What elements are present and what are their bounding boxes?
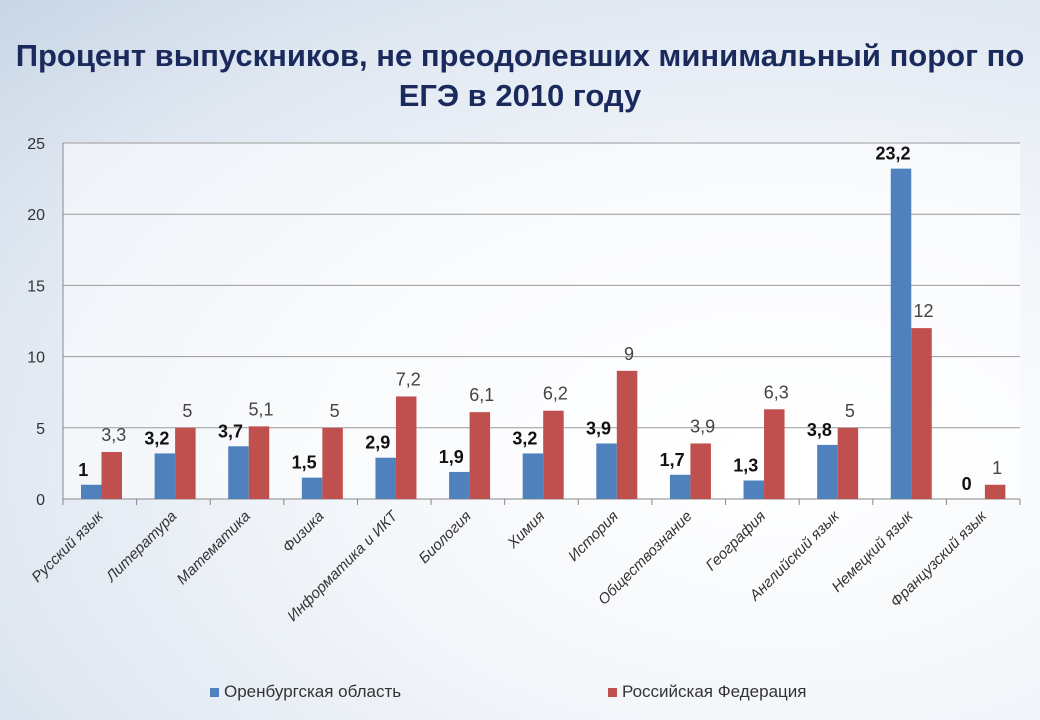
y-tick-label: 15: [27, 278, 45, 295]
legend-label: Оренбургская область: [224, 682, 402, 701]
bar-russia: [543, 410, 564, 499]
data-label-orenburg: 1,9: [439, 447, 464, 467]
data-label-orenburg: 3,7: [218, 421, 243, 441]
data-label-russia: 5,1: [248, 399, 273, 419]
data-label-russia: 5: [182, 401, 192, 421]
data-label-orenburg: 3,2: [512, 428, 537, 448]
bar-orenburg: [228, 446, 249, 499]
y-tick-label: 20: [27, 207, 45, 224]
bar-orenburg: [449, 471, 470, 499]
bar-orenburg: [596, 443, 617, 499]
legend-swatch-blue: [210, 687, 219, 697]
data-label-russia: 5: [845, 401, 855, 421]
data-label-orenburg: 3,2: [144, 428, 169, 448]
data-label-russia: 12: [914, 301, 934, 321]
data-label-russia: 7,2: [396, 369, 421, 389]
bar-russia: [101, 452, 122, 499]
bar-russia: [248, 426, 270, 499]
data-label-russia: 3,3: [101, 425, 126, 445]
data-label-orenburg: 3,8: [807, 420, 832, 440]
bar-russia: [911, 328, 932, 499]
legend-swatch-red: [608, 687, 617, 697]
legend-label: Российская Федерация: [622, 682, 807, 701]
x-tick-label: География: [703, 508, 770, 575]
y-tick-label: 10: [27, 350, 45, 367]
data-label-russia: 6,3: [764, 382, 789, 402]
data-label-orenburg: 0: [962, 474, 972, 494]
data-label-russia: 6,2: [543, 384, 568, 404]
x-tick-label: История: [565, 508, 622, 565]
data-label-orenburg: 1: [78, 460, 88, 480]
x-tick-label: Физика: [279, 508, 327, 556]
bar-russia: [469, 412, 491, 499]
bar-russia: [837, 427, 859, 499]
data-label-orenburg: 1,5: [292, 453, 317, 473]
bar-russia: [175, 427, 196, 499]
bar-russia: [984, 484, 1006, 499]
legend-item-orenburg: Оренбургская область: [210, 682, 401, 702]
bar-orenburg: [522, 453, 544, 499]
bar-orenburg: [743, 480, 765, 499]
bar-orenburg: [81, 484, 102, 499]
y-tick-label: 0: [36, 492, 45, 509]
data-label-russia: 9: [624, 344, 634, 364]
x-tick-label: Математика: [174, 508, 254, 588]
data-label-orenburg: 2,9: [365, 433, 390, 453]
bar-russia: [322, 427, 343, 499]
bar-russia: [690, 443, 711, 499]
bar-orenburg: [375, 457, 396, 499]
data-label-russia: 1: [992, 458, 1002, 478]
data-label-orenburg: 1,3: [733, 455, 758, 475]
x-tick-label: Литература: [102, 508, 180, 586]
bar-orenburg: [301, 477, 323, 499]
bar-orenburg: [669, 474, 691, 499]
data-label-orenburg: 23,2: [875, 144, 910, 164]
bar-orenburg: [154, 453, 176, 499]
bar-russia: [764, 409, 785, 499]
data-label-orenburg: 3,9: [586, 418, 611, 438]
x-tick-label: Русский язык: [28, 507, 107, 586]
bar-orenburg: [890, 168, 912, 499]
bar-russia: [616, 370, 638, 499]
chart-title: Процент выпускников, не преодолевших мин…: [15, 38, 1025, 113]
data-label-russia: 6,1: [469, 385, 494, 405]
legend-item-russia: Российская Федерация: [608, 682, 806, 702]
plot-area: [63, 143, 1020, 499]
data-label-russia: 5: [330, 401, 340, 421]
y-tick-label: 25: [27, 136, 45, 153]
x-tick-label: Химия: [504, 508, 549, 553]
bar-orenburg: [817, 444, 838, 499]
bar-russia: [395, 396, 417, 499]
data-label-russia: 3,9: [690, 416, 715, 436]
data-label-orenburg: 1,7: [660, 450, 685, 470]
x-tick-label: Биология: [416, 508, 475, 567]
y-tick-label: 5: [36, 421, 45, 438]
